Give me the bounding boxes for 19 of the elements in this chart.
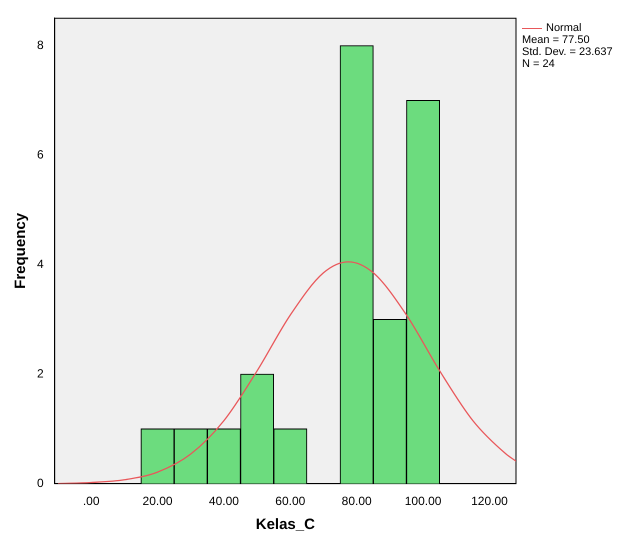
x-tick-label: 100.00 — [404, 494, 442, 508]
x-tick-label: 60.00 — [275, 494, 306, 508]
text: Std. Dev. = 23.637 — [522, 46, 614, 58]
y-tick-label: 6 — [36, 147, 44, 162]
x-tick-label: 40.00 — [208, 494, 240, 508]
x-tick-label: .00 — [82, 494, 100, 508]
text: N = 24 — [522, 58, 556, 70]
x-tick-label: 20.00 — [142, 494, 173, 508]
line-series — [57, 261, 516, 484]
y-tick-label: 2 — [36, 366, 44, 380]
y-tick-label: 8 — [36, 38, 44, 52]
legend-label: Normal — [546, 22, 582, 34]
x-tick-label: 80.00 — [342, 494, 372, 508]
y-axis-title: Frequency — [12, 212, 30, 289]
y-tick-label: 4 — [36, 256, 44, 271]
x-axis-title: Kelas_C — [256, 516, 316, 534]
y-tick-label: 0 — [36, 476, 44, 490]
text: Mean = 77.50 — [522, 34, 591, 46]
x-tick-label: 120.00 — [471, 494, 508, 508]
